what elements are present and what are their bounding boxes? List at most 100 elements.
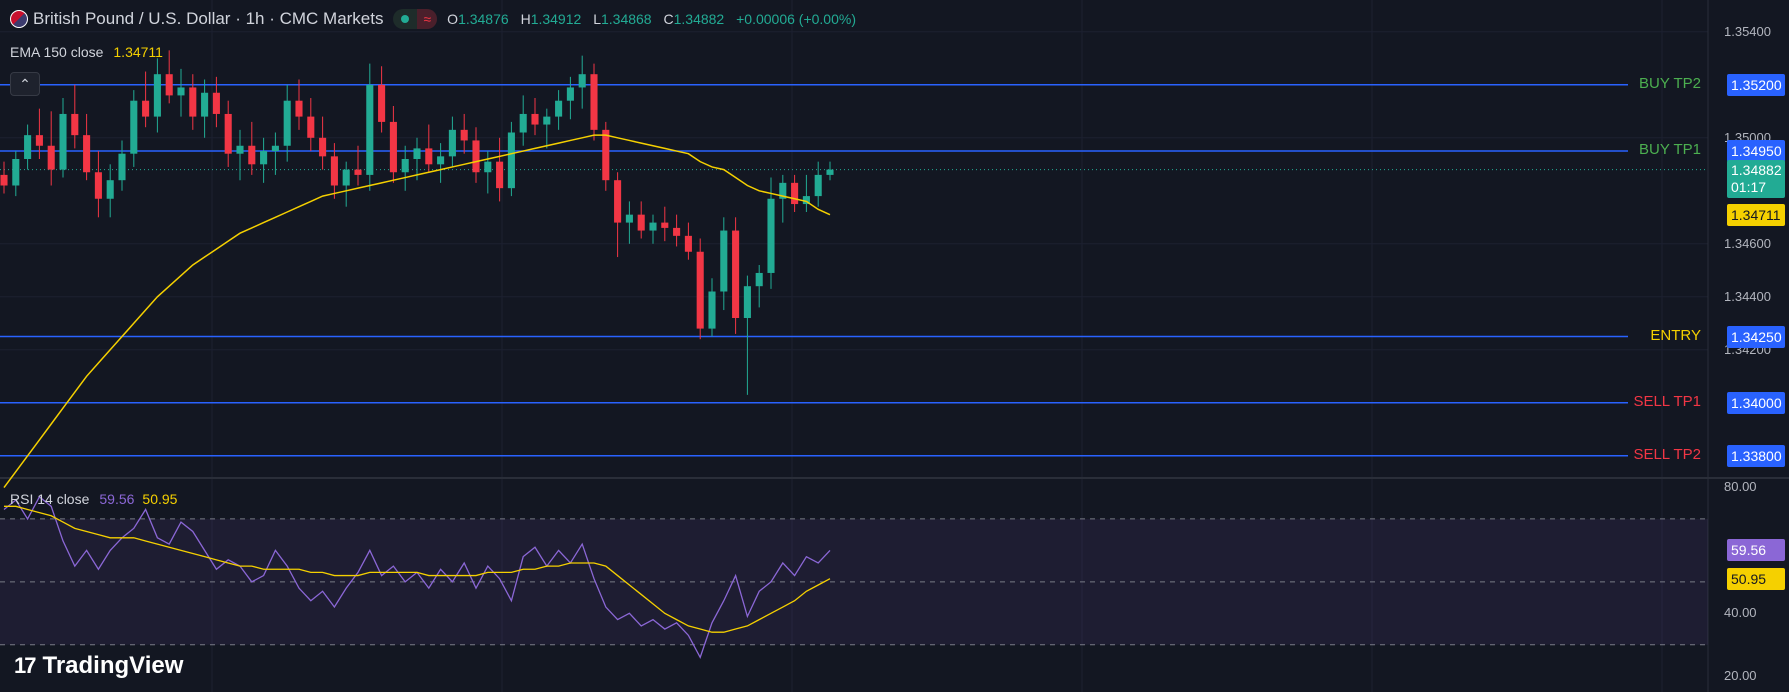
candle-body [448,129,456,157]
candle-body [826,169,834,175]
gbp-usd-flag-icon [10,10,28,28]
candle-body [460,129,468,141]
candle-body [59,113,67,170]
symbol-title: British Pound / U.S. Dollar · 1h · CMC M… [33,9,384,28]
candle-body [437,156,445,165]
candle-body [732,230,740,318]
level-name-label: SELL TP2 [1633,445,1701,463]
candle-body [708,291,716,329]
level-name-label: ENTRY [1650,326,1701,344]
market-status-pill[interactable]: ≈ [393,9,438,29]
candle-body [673,227,681,236]
open-value: 1.34876 [458,11,509,27]
candle-body [389,121,397,173]
candle-body [295,100,303,117]
tradingview-logo-icon: 17 [14,653,37,678]
collapse-legend-button[interactable]: ⌃ [10,72,40,96]
candle-body [236,145,244,154]
level-price-tag: 1.34250 [1727,325,1785,348]
candle-body [354,169,362,175]
candle-body [248,145,256,165]
candle-body [602,129,610,181]
rsi-ma-line [4,505,831,633]
candle-body [519,113,527,133]
price-tick-label: 1.34600 [1724,235,1771,251]
level-name-label: BUY TP1 [1639,141,1701,159]
close-key: C [663,11,674,27]
candle-body [330,156,338,186]
candle-body [212,92,220,114]
level-name-label: BUY TP2 [1639,74,1701,92]
candle-body [283,100,291,146]
ema-value: 1.34711 [113,44,163,60]
candle-body [625,214,633,223]
candle-body [413,148,421,159]
level-price-tag: 1.34950 [1727,140,1785,163]
open-key: O [447,11,459,27]
candle-body [342,169,350,186]
rsi-legend[interactable]: RSI 14 close 59.56 50.95 [10,491,177,507]
ema-label: EMA 150 close [10,44,104,60]
candle-body [106,180,114,199]
candle-body [130,100,138,154]
candle-body [24,135,32,159]
market-open-dot-icon [401,15,410,23]
price-tick-label: 1.35400 [1724,23,1771,39]
rsi-tick-label: 40.00 [1724,605,1757,621]
candle-body [189,87,197,117]
ema-line [3,134,831,489]
candle-body [47,145,55,170]
candle-body [260,151,268,165]
high-key: H [520,11,531,27]
wave-icon: ≈ [417,9,438,29]
level-price-tag: 1.34000 [1727,391,1785,414]
tradingview-brand[interactable]: 17 TradingView [14,652,183,680]
candle-body [791,182,799,205]
candle-body [12,159,20,186]
candle-body [649,222,657,231]
candle-body [201,92,209,117]
candle-body [142,100,150,117]
rsi-value-tag: 59.56 [1727,539,1785,562]
candle-body [153,74,161,117]
low-value: 1.34868 [600,11,652,27]
candle-body [0,174,8,186]
candle-body [555,100,563,117]
candle-body [401,159,409,173]
candle-body [637,214,645,231]
candle-body [814,174,822,197]
low-key: L [593,11,601,27]
candle-body [484,161,492,173]
candle-body [661,222,669,228]
rsi-tick-label: 20.00 [1724,668,1757,684]
candle-body [531,113,539,125]
candle-body [118,153,126,181]
candle-body [271,145,279,152]
level-name-label: SELL TP1 [1633,392,1701,410]
ohlc-values: O1.34876 H1.34912 L1.34868 C1.34882 +0.0… [447,11,864,27]
candle-body [224,113,232,154]
candle-body [614,180,622,223]
candle-body [425,148,433,165]
symbol-legend[interactable]: British Pound / U.S. Dollar · 1h · CMC M… [10,9,864,29]
candle-body [507,132,515,189]
candle-body [472,140,480,173]
rsi-ma-value-tag: 50.95 [1727,567,1785,590]
candle-body [802,196,810,205]
current-price-tag: 1.34882 01:17 [1727,159,1785,198]
candle-body [94,172,102,199]
candle-body [755,272,763,287]
candle-body [177,87,185,96]
ema-legend[interactable]: EMA 150 close 1.34711 [10,44,163,60]
candle-body [496,161,504,189]
candle-body [35,135,43,146]
candle-body [720,230,728,292]
rsi-label: RSI 14 close [10,491,90,507]
candle-body [578,74,586,88]
candle-body [684,235,692,252]
rsi-value: 59.56 [99,491,135,507]
rsi-tick-label: 80.00 [1724,479,1757,495]
candle-body [743,286,751,318]
candle-body [767,198,775,273]
